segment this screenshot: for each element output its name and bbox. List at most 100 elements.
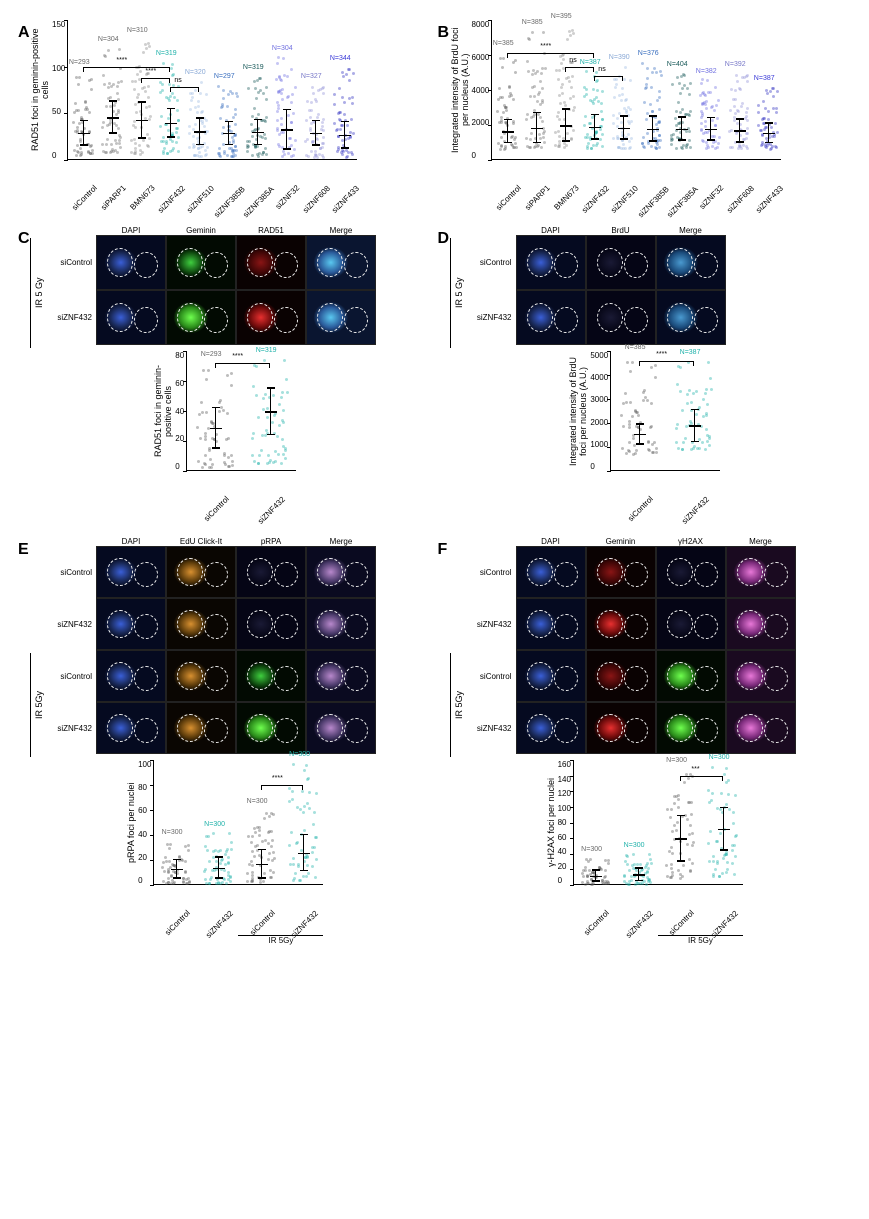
data-point bbox=[761, 118, 764, 121]
data-point bbox=[272, 813, 275, 816]
data-point bbox=[725, 803, 728, 806]
data-point bbox=[700, 425, 703, 428]
data-point bbox=[261, 153, 264, 156]
data-point bbox=[221, 858, 224, 861]
data-point bbox=[247, 835, 250, 838]
data-point bbox=[281, 438, 284, 441]
data-point bbox=[650, 366, 653, 369]
data-point bbox=[272, 851, 275, 854]
panel-d-sub: Integrated intensity of BrdU foci per nu… bbox=[450, 351, 840, 519]
data-point bbox=[200, 401, 203, 404]
data-point bbox=[133, 138, 136, 141]
data-point bbox=[702, 415, 705, 418]
y-tick: 0 bbox=[52, 151, 65, 160]
data-point bbox=[246, 150, 249, 153]
panel-b-label: B bbox=[438, 24, 450, 42]
data-point bbox=[628, 140, 631, 143]
micro-cell bbox=[586, 235, 656, 290]
data-point bbox=[688, 130, 691, 133]
data-point bbox=[628, 147, 631, 150]
data-point bbox=[171, 92, 174, 95]
data-point bbox=[251, 874, 254, 877]
data-point bbox=[226, 412, 229, 415]
data-point bbox=[270, 830, 273, 833]
sig-label: *** bbox=[691, 766, 699, 773]
panel-a-label: A bbox=[18, 24, 30, 42]
x-label: siControl bbox=[163, 908, 192, 937]
data-point bbox=[637, 414, 640, 417]
data-point bbox=[660, 74, 663, 77]
data-point bbox=[169, 138, 172, 141]
data-point bbox=[653, 67, 656, 70]
data-point bbox=[601, 90, 604, 93]
data-point bbox=[757, 124, 760, 127]
data-point bbox=[295, 842, 298, 845]
micro-cell bbox=[656, 598, 726, 650]
data-point bbox=[538, 133, 541, 136]
data-point bbox=[714, 147, 717, 150]
data-point bbox=[277, 56, 280, 59]
data-point bbox=[172, 147, 175, 150]
x-label: siZNF32 bbox=[697, 183, 725, 211]
data-point bbox=[670, 846, 673, 849]
y-tick: 2000 bbox=[590, 418, 608, 427]
data-point bbox=[757, 111, 760, 114]
data-point bbox=[209, 878, 212, 881]
data-point bbox=[105, 143, 108, 146]
data-point bbox=[149, 115, 152, 118]
y-tick: 4000 bbox=[472, 86, 490, 95]
data-point bbox=[257, 91, 260, 94]
data-point bbox=[188, 881, 191, 884]
data-point bbox=[710, 106, 713, 109]
micro-cell bbox=[306, 546, 376, 598]
data-point bbox=[770, 126, 773, 129]
data-point bbox=[612, 137, 615, 140]
data-point bbox=[688, 389, 691, 392]
data-point bbox=[675, 441, 678, 444]
data-point bbox=[205, 119, 208, 122]
sig-label: **** bbox=[145, 68, 156, 75]
data-point bbox=[134, 103, 137, 106]
data-point bbox=[616, 117, 619, 120]
micro-cell bbox=[306, 235, 376, 290]
data-point bbox=[230, 841, 233, 844]
x-label: siZNF432 bbox=[580, 184, 611, 215]
y-tick: 0 bbox=[138, 876, 151, 885]
data-point bbox=[525, 118, 528, 121]
data-point bbox=[168, 847, 171, 850]
n-label: N=344 bbox=[330, 55, 351, 62]
x-label: siControl bbox=[582, 908, 611, 937]
micro-row-label: siControl bbox=[466, 546, 516, 598]
micro-cell bbox=[516, 290, 586, 345]
data-point bbox=[168, 83, 171, 86]
data-point bbox=[714, 868, 717, 871]
data-point bbox=[698, 406, 701, 409]
data-point bbox=[746, 80, 749, 83]
data-point bbox=[277, 107, 280, 110]
data-point bbox=[630, 120, 633, 123]
data-point bbox=[167, 97, 170, 100]
data-point bbox=[623, 875, 626, 878]
data-point bbox=[505, 109, 508, 112]
data-point bbox=[655, 71, 658, 74]
data-point bbox=[251, 454, 254, 457]
data-point bbox=[305, 119, 308, 122]
data-point bbox=[529, 138, 532, 141]
data-point bbox=[675, 147, 678, 150]
data-point bbox=[234, 123, 237, 126]
data-point bbox=[655, 451, 658, 454]
data-point bbox=[569, 97, 572, 100]
data-point bbox=[209, 458, 212, 461]
data-point bbox=[199, 437, 202, 440]
data-point bbox=[600, 110, 603, 113]
data-point bbox=[306, 864, 309, 867]
data-point bbox=[541, 87, 544, 90]
sig-label: ns bbox=[569, 57, 576, 64]
data-point bbox=[675, 110, 678, 113]
n-label: N=293 bbox=[69, 59, 90, 66]
data-point bbox=[218, 147, 221, 150]
data-point bbox=[679, 92, 682, 95]
micro-cell bbox=[236, 702, 306, 754]
data-point bbox=[312, 92, 315, 95]
data-point bbox=[670, 867, 673, 870]
